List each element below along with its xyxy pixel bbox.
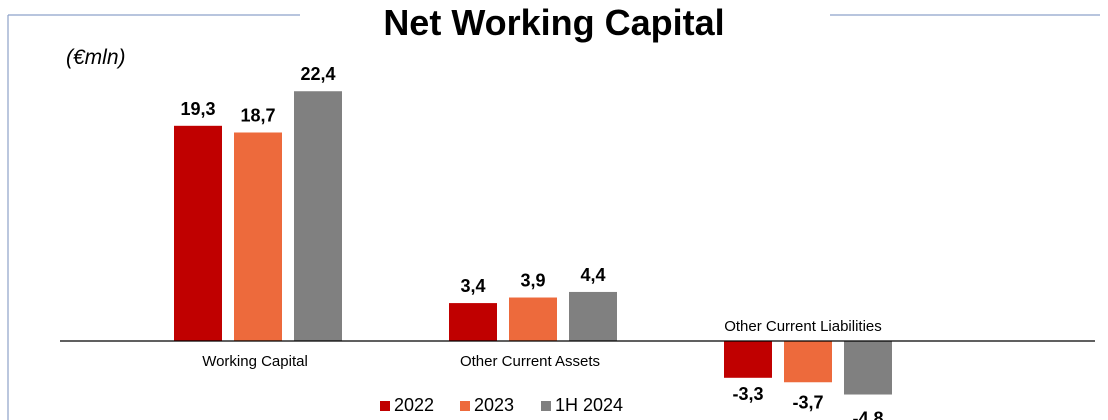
bar-1h-2024-2 [844,341,892,395]
bar-2022-1 [449,303,497,341]
value-label: -3,7 [792,392,823,412]
category-label: Other Current Liabilities [724,318,882,335]
legend-label: 1H 2024 [555,395,623,415]
value-label: -4,8 [852,409,883,420]
legend: 2022 2023 1H 2024 [380,395,623,415]
value-labels-layer: 19,3 3,4 -3,3 18,7 3,9 -3,7 22,4 4,4 -4,8 [180,64,883,420]
legend-label: 2023 [474,395,514,415]
value-label: 22,4 [300,64,335,84]
bar-2023-0 [234,132,282,341]
category-label: Other Current Assets [460,353,600,370]
value-label: 18,7 [240,105,275,125]
legend-label: 2022 [394,395,434,415]
value-label: 4,4 [580,265,605,285]
chart-title: Net Working Capital [383,2,725,43]
value-label: -3,3 [732,384,763,404]
category-labels-layer: Working Capital Other Current Assets Other… [202,318,882,370]
legend-swatch-2022 [380,401,390,411]
bar-1h-2024-1 [569,291,617,341]
bar-2023-2 [784,341,832,383]
value-label: 19,3 [180,99,215,119]
legend-swatch-2023 [460,401,470,411]
bar-2023-1 [509,297,557,341]
value-label: 3,4 [460,276,485,296]
legend-swatch-1h-2024 [541,401,551,411]
unit-label: (€mln) [66,46,126,69]
bars-layer [174,91,892,395]
bar-2022-2 [724,341,772,378]
bar-1h-2024-0 [294,91,342,342]
value-label: 3,9 [520,271,545,291]
frame-lines [7,14,1100,420]
category-label: Working Capital [202,353,308,370]
bar-2022-0 [174,125,222,342]
